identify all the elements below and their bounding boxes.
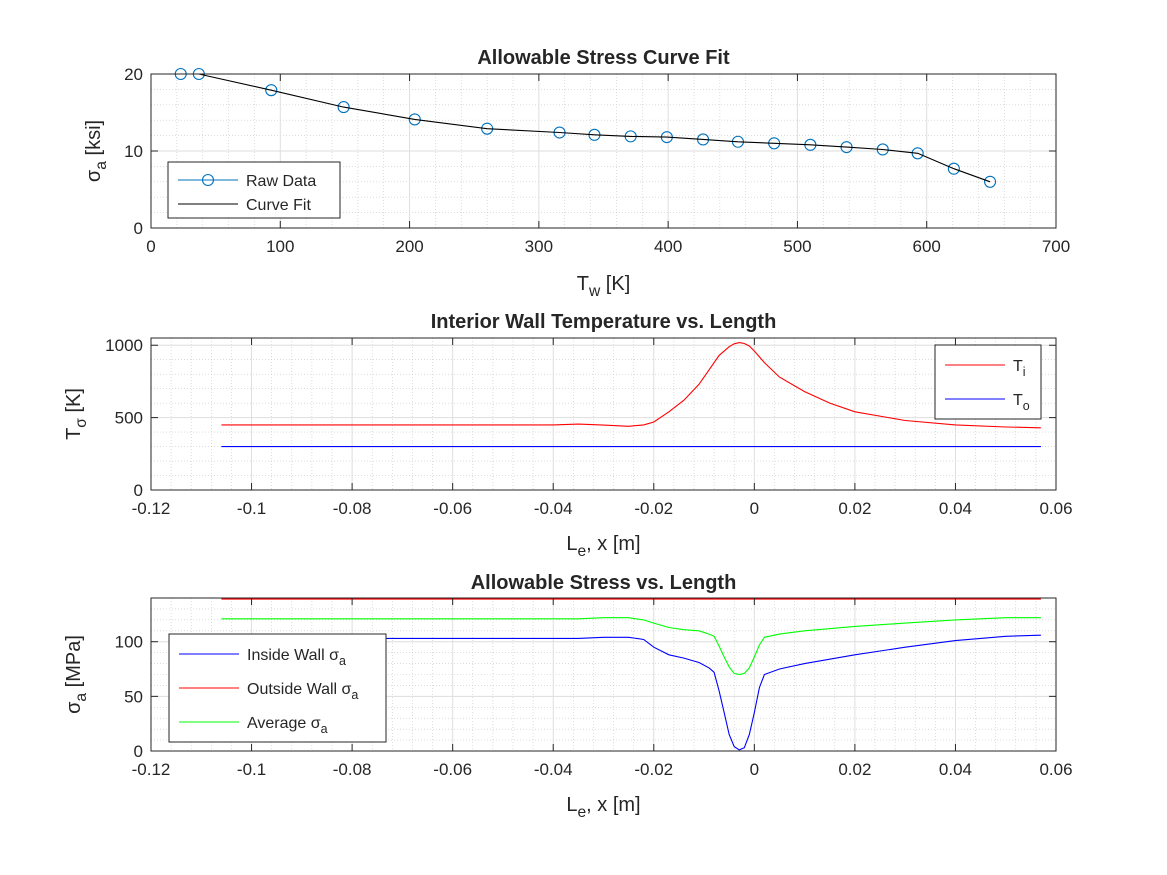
y-tick-label: 500 bbox=[115, 409, 143, 428]
legend-box bbox=[934, 344, 1042, 420]
axes-box bbox=[150, 597, 1057, 752]
data-point bbox=[408, 113, 421, 126]
y-tick-label: 100 bbox=[115, 633, 143, 652]
x-tick-label: -0.12 bbox=[132, 499, 171, 518]
x-tick-label: -0.02 bbox=[634, 499, 673, 518]
series-group bbox=[221, 598, 1041, 751]
plot-area bbox=[151, 338, 1056, 490]
data-point bbox=[337, 101, 350, 114]
y-axis-label: σa [ksi] bbox=[83, 120, 110, 182]
x-tick-label: -0.06 bbox=[433, 499, 472, 518]
chart-allowable-stress-curve-fit: 0 100 200 300 400 500 600 700 0 10 20 Allowable Str… bbox=[83, 47, 1070, 300]
x-tick-label: 0.02 bbox=[838, 760, 871, 779]
axes-box bbox=[150, 337, 1057, 491]
y-tick-label: 0 bbox=[134, 219, 143, 238]
legend-label: Average σa bbox=[247, 715, 328, 736]
x-tick-label: 0.04 bbox=[939, 499, 972, 518]
legend-label: Inside Wall σa bbox=[247, 647, 346, 668]
y-tick-label: 1000 bbox=[105, 336, 143, 355]
series-t-i-line bbox=[221, 342, 1041, 429]
y-tick-label: 20 bbox=[124, 65, 143, 84]
x-tick-label: -0.04 bbox=[534, 760, 573, 779]
y-axis-label: Tσ [K] bbox=[63, 388, 90, 440]
x-tick-label: -0.06 bbox=[433, 760, 472, 779]
x-tick-label: 0 bbox=[750, 760, 759, 779]
series-group bbox=[174, 67, 997, 188]
x-tick-label: 0 bbox=[750, 499, 759, 518]
y-tick-label: 0 bbox=[134, 481, 143, 500]
chart-allowable-stress-vs-length: -0.12 -0.1 -0.08 -0.06 -0.04 -0.02 0 0.02 0.04 0.… bbox=[63, 572, 1073, 821]
x-tick-label: 0.06 bbox=[1039, 760, 1072, 779]
legend-label: To bbox=[1013, 392, 1030, 413]
x-tick-label: 200 bbox=[395, 237, 423, 256]
series-average-average-a-line bbox=[221, 617, 1041, 676]
chart-title: Allowable Stress Curve Fit bbox=[477, 47, 730, 69]
chart-title: Allowable Stress vs. Length bbox=[471, 572, 737, 594]
series-curve-fit-line bbox=[180, 73, 991, 183]
x-tick-label: -0.08 bbox=[333, 499, 372, 518]
legend-box bbox=[167, 161, 341, 219]
x-tick-label: 500 bbox=[783, 237, 811, 256]
ticks: -0.12 -0.1 -0.08 -0.06 -0.04 -0.02 0 0.02 0.04 0.… bbox=[105, 336, 1072, 518]
x-tick-label: -0.02 bbox=[634, 760, 673, 779]
x-tick-label: -0.1 bbox=[237, 760, 266, 779]
ticks: -0.12 -0.1 -0.08 -0.06 -0.04 -0.02 0 0.02 0.04 0.… bbox=[115, 598, 1073, 779]
x-tick-label: 0.02 bbox=[838, 499, 871, 518]
legend: Ti To bbox=[934, 344, 1042, 420]
x-tick-label: 0 bbox=[146, 237, 155, 256]
chart-interior-wall-temperature: -0.12 -0.1 -0.08 -0.06 -0.04 -0.02 0 0.02 0.04 0.… bbox=[63, 311, 1073, 560]
x-tick-label: -0.08 bbox=[333, 760, 372, 779]
x-tick-label: 600 bbox=[913, 237, 941, 256]
data-point bbox=[265, 84, 278, 97]
legend-label: Curve Fit bbox=[246, 197, 311, 214]
legend-label: Ti bbox=[1013, 358, 1026, 379]
chart-title: Interior Wall Temperature vs. Length bbox=[431, 311, 777, 333]
x-axis-label: Le, x [m] bbox=[566, 533, 640, 560]
legend: Inside Wall σa Outside Wall σa Average σa bbox=[168, 633, 387, 743]
x-tick-label: 700 bbox=[1042, 237, 1070, 256]
series-inside-wall-inside-wall-a-line bbox=[221, 634, 1041, 751]
legend-marker bbox=[201, 173, 215, 187]
legend-label: Outside Wall σa bbox=[247, 681, 358, 702]
data-point bbox=[984, 175, 997, 188]
x-tick-label: -0.12 bbox=[132, 760, 171, 779]
series-group bbox=[221, 342, 1041, 448]
x-tick-label: 0.06 bbox=[1039, 499, 1072, 518]
x-tick-label: 100 bbox=[266, 237, 294, 256]
y-tick-label: 50 bbox=[124, 687, 143, 706]
legend: Raw Data Curve Fit bbox=[167, 161, 341, 219]
y-axis-label: σa [MPa] bbox=[63, 635, 90, 714]
y-tick-label: 0 bbox=[134, 742, 143, 761]
x-axis-label: Le, x [m] bbox=[566, 794, 640, 821]
x-tick-label: 400 bbox=[654, 237, 682, 256]
x-axis-label: Tw [K] bbox=[577, 273, 631, 300]
y-tick-label: 10 bbox=[124, 142, 143, 161]
x-tick-label: -0.04 bbox=[534, 499, 573, 518]
data-point bbox=[911, 147, 924, 160]
ticks: 0 100 200 300 400 500 600 700 0 10 20 bbox=[124, 65, 1070, 256]
x-tick-label: 300 bbox=[525, 237, 553, 256]
legend-label: Raw Data bbox=[246, 173, 316, 190]
x-tick-label: -0.1 bbox=[237, 499, 266, 518]
x-tick-label: 0.04 bbox=[939, 760, 972, 779]
data-point bbox=[947, 162, 960, 175]
